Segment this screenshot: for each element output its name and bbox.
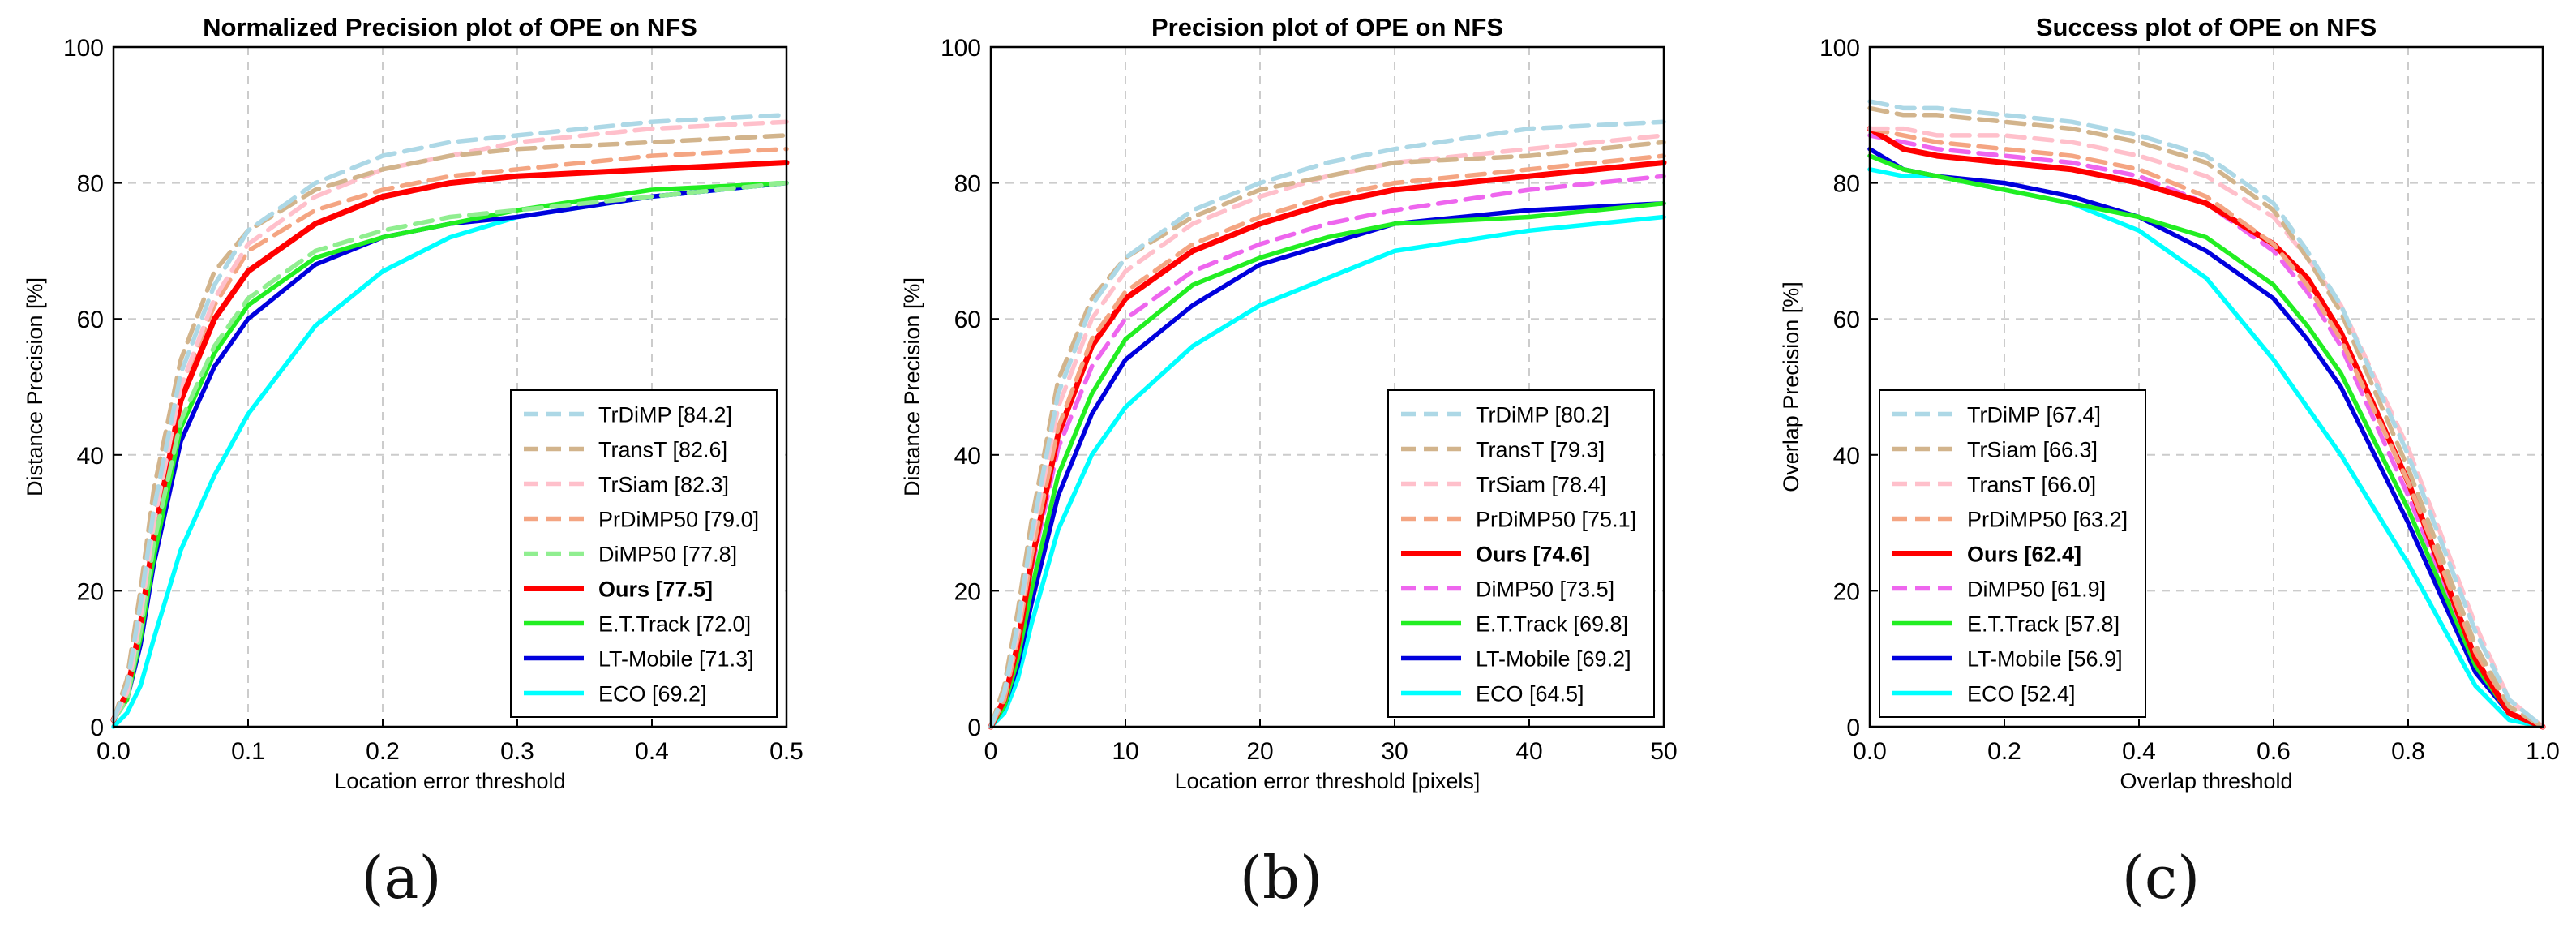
series-line-trsiam [111,119,789,723]
series-line-e-t-track [1867,153,2545,729]
legend-entry: TrDiMP [84.2] [598,403,732,427]
panel-label-a: (a) [361,844,442,912]
legend-entry: LT-Mobile [71.3] [598,647,754,672]
y-tick-label: 20 [77,578,104,605]
legend-entry: TrSiam [82.3] [598,473,729,497]
chart-3: 0.0 0.2 0.4 0.6 0.8 1.0 0 20 40 60 80 100 Success pl… [1779,13,2560,793]
y-tick-label: 40 [954,443,981,470]
y-tick-label: 0 [90,715,104,741]
x-tick-label: 0.2 [366,738,400,765]
y-tick-label: 40 [77,443,104,470]
y-axis-label: Distance Precision [%] [23,277,47,496]
y-tick-label: 60 [954,307,981,333]
legend-entry: ECO [69.2] [598,682,707,706]
x-axis-label: Overlap threshold [2120,769,2292,793]
legend-entry: TransT [79.3] [1476,438,1605,462]
legend-entry: TrSiam [66.3] [1967,438,2098,462]
legend-entry: TrDiMP [80.2] [1476,403,1609,427]
axes-frame [1868,45,2544,728]
series-line-trdimp [1867,99,2545,729]
legend-entry: ECO [52.4] [1967,682,2076,706]
legend-entry: PrDiMP50 [75.1] [1476,508,1636,532]
legend: TrDiMP [80.2] TransT [79.3] TrSiam [78.4] P… [1387,389,1655,718]
x-tick-label: 40 [1515,738,1542,765]
axes-frame [112,45,788,728]
x-tick-label: 0.2 [1987,738,2021,765]
legend-entry: E.T.Track [57.8] [1967,612,2120,637]
series-line-dimp50 [111,180,789,723]
legend-entry: PrDiMP50 [63.2] [1967,508,2128,532]
y-tick-label: 80 [1833,171,1860,198]
axes-frame [989,45,1665,728]
y-tick-label: 60 [77,307,104,333]
series-line-trsiam [1867,105,2545,729]
legend-entry: LT-Mobile [69.2] [1476,647,1631,672]
x-tick-label: 0.6 [2257,738,2291,765]
y-tick-label: 100 [1819,35,1860,62]
x-tick-label: 0 [984,738,998,765]
legend-entry: Ours [74.6] [1476,543,1590,567]
legend-entry: DiMP50 [61.9] [1967,577,2106,602]
y-tick-label: 20 [1833,578,1860,605]
panel-label-c: (c) [2121,844,2201,912]
y-tick-label: 0 [967,715,981,741]
legend-entry: Ours [62.4] [1967,543,2081,567]
legend: TrDiMP [67.4] TrSiam [66.3] TransT [66.0] P… [1879,389,2146,718]
x-axis-label: Location error threshold [pixels] [1175,769,1481,793]
x-tick-label: 0.0 [1853,738,1887,765]
legend-entry: TrDiMP [67.4] [1967,403,2101,427]
series-group [988,119,1667,730]
y-tick-label: 40 [1833,443,1860,470]
series-group [1867,99,2546,730]
panel-label-b: (b) [1239,844,1323,912]
legend-entry: TransT [66.0] [1967,473,2096,497]
legend-entry: TransT [82.6] [598,438,727,462]
x-tick-label: 0.3 [500,738,534,765]
x-tick-label: 0.5 [769,738,804,765]
y-tick-label: 60 [1833,307,1860,333]
legend: TrDiMP [84.2] TransT [82.6] TrSiam [82.3] P… [510,389,778,718]
x-tick-label: 1.0 [2526,738,2560,765]
chart-title: Success plot of OPE on NFS [2036,13,2377,41]
legend-entry: ECO [64.5] [1476,682,1584,706]
y-tick-label: 80 [954,171,981,198]
legend-entry: E.T.Track [72.0] [598,612,751,637]
legend-entry: TrSiam [78.4] [1476,473,1606,497]
series-line-trdimp [111,113,789,723]
chart-title: Normalized Precision plot of OPE on NFS [203,13,697,41]
x-tick-label: 0.8 [2391,738,2425,765]
legend-entry: DiMP50 [73.5] [1476,577,1614,602]
x-tick-label: 20 [1246,738,1273,765]
legend-entry: Ours [77.5] [598,577,713,602]
x-tick-label: 50 [1650,738,1677,765]
legend-entry: LT-Mobile [56.9] [1967,647,2123,672]
x-tick-label: 0.4 [2122,738,2156,765]
y-tick-label: 100 [63,35,104,62]
x-axis-label: Location error threshold [334,769,565,793]
x-tick-label: 0.4 [635,738,669,765]
series-group [110,113,790,729]
y-tick-label: 20 [954,578,981,605]
legend-entry: PrDiMP50 [79.0] [598,508,759,532]
x-tick-label: 10 [1112,738,1138,765]
legend-entry: E.T.Track [69.8] [1476,612,1628,637]
chart-1: 0.0 0.1 0.2 0.3 0.4 0.5 0 20 40 60 80 100 Normalized… [23,13,804,793]
series-line-e-t-track [988,200,1666,729]
chart-2: 0 10 20 30 40 50 0 20 40 60 80 100 Precision plot of… [900,13,1678,793]
x-tick-label: 0.0 [96,738,131,765]
series-line-eco [988,214,1666,729]
y-axis-label: Overlap Precision [%] [1779,281,1803,492]
y-axis-label: Distance Precision [%] [900,277,924,496]
y-tick-label: 100 [941,35,981,62]
legend-entry: DiMP50 [77.8] [598,543,737,567]
series-line-transt [1867,126,2545,729]
chart-title: Precision plot of OPE on NFS [1151,13,1503,41]
series-line-prdimp50 [1867,126,2545,729]
x-tick-label: 30 [1381,738,1408,765]
y-tick-label: 0 [1846,715,1860,741]
series-line-trdimp [988,119,1666,729]
y-tick-label: 80 [77,171,104,198]
x-tick-label: 0.1 [231,738,265,765]
